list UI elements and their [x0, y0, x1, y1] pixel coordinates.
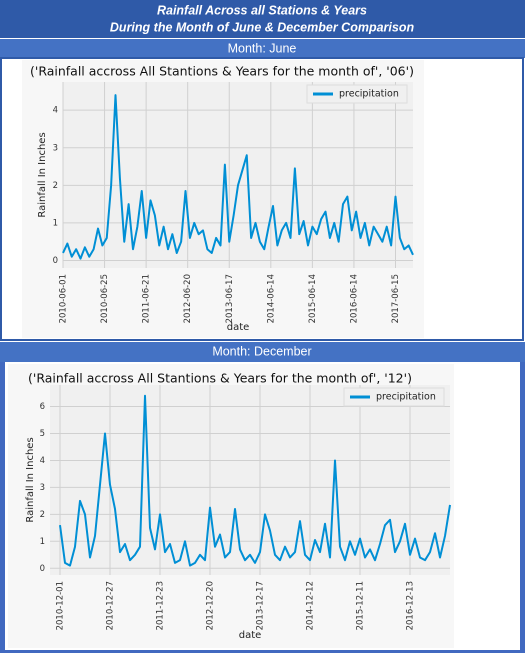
y-tick-label: 0 [40, 564, 45, 574]
panel-bar [0, 39, 525, 58]
plot-area [63, 82, 413, 268]
header-line: During the Month of June & December Comp… [110, 20, 415, 34]
panel-label: Month: December [212, 344, 311, 358]
panel-bar [0, 342, 525, 362]
y-tick-label: 6 [40, 402, 45, 412]
y-tick-label: 0 [53, 256, 58, 266]
panel-label: Month: June [228, 41, 297, 55]
x-tick-label: 2016-06-14 [349, 274, 359, 323]
x-tick-label: 2012-12-20 [206, 581, 216, 630]
x-tick-label: 2010-12-01 [56, 581, 66, 630]
y-tick-label: 1 [53, 218, 58, 228]
x-tick-label: 2017-06-15 [391, 274, 401, 323]
x-tick-label: 2010-12-27 [106, 581, 116, 630]
header-bar [0, 0, 525, 38]
x-axis-label: date [227, 322, 250, 333]
x-tick-label: 2013-12-17 [256, 581, 266, 630]
y-tick-label: 4 [40, 456, 45, 466]
y-axis-label: Rainfall In Inches [25, 437, 36, 522]
chart-title: ('Rainfall accross All Stantions & Years… [30, 64, 414, 79]
legend-box [343, 387, 445, 407]
panel-side [0, 650, 525, 653]
x-tick-label: 2010-06-01 [59, 274, 69, 323]
data-line [62, 94, 414, 260]
x-tick-label: 2014-06-14 [266, 274, 276, 323]
x-tick-label: 2014-12-12 [306, 581, 316, 630]
x-axis-label: date [239, 630, 262, 641]
header-line: Rainfall Across all Stations & Years [157, 3, 367, 17]
y-tick-label: 3 [40, 483, 45, 493]
x-tick-label: 2013-06-17 [225, 274, 235, 323]
x-tick-label: 2011-06-21 [142, 274, 152, 323]
x-tick-label: 2015-06-14 [308, 274, 318, 323]
y-tick-label: 4 [53, 106, 58, 116]
plot-area [50, 385, 450, 575]
panel-side [0, 362, 5, 653]
legend-box [306, 84, 408, 104]
panel-side [520, 362, 525, 653]
y-tick-label: 3 [53, 143, 58, 153]
x-tick-label: 2010-06-25 [100, 274, 110, 323]
y-tick-label: 1 [40, 537, 45, 547]
y-tick-label: 2 [53, 181, 58, 191]
x-tick-label: 2012-06-20 [183, 274, 193, 323]
x-tick-label: 2015-12-11 [356, 581, 366, 630]
chart-title: ('Rainfall accross All Stantions & Years… [28, 371, 412, 386]
data-line [59, 394, 451, 567]
x-tick-label: 2011-12-23 [156, 581, 166, 630]
y-tick-label: 2 [40, 510, 45, 520]
panel-frame [0, 57, 524, 341]
y-tick-label: 5 [40, 429, 45, 439]
y-axis-label: Rainfall In Inches [37, 132, 48, 217]
x-tick-label: 2016-12-13 [406, 581, 416, 630]
legend-label: precipitation [376, 392, 436, 403]
legend-label: precipitation [339, 89, 399, 100]
